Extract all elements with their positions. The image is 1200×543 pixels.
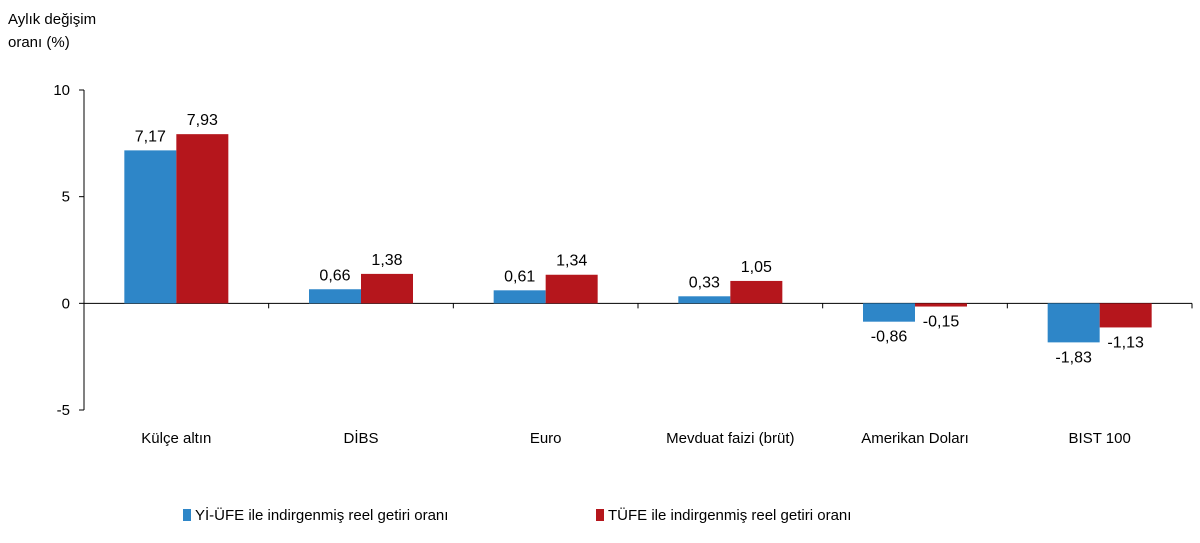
bar-tufe (1099, 303, 1152, 328)
category-label: BIST 100 (1069, 430, 1131, 447)
category-label: Amerikan Doları (861, 430, 969, 447)
data-label: 7,17 (135, 128, 166, 145)
bar-tufe (361, 273, 413, 304)
y-axis-title-text: Aylık değişim oranı (%) (8, 11, 96, 51)
legend-swatch-tufe (596, 509, 604, 521)
legend-label-yiufe: Yİ-ÜFE ile indirgenmiş reel getiri oranı (195, 506, 448, 524)
category-labels: Külçe altın DİBS Euro Mevduat faizi (brüt) A… (141, 429, 1130, 447)
bar-tufe (915, 303, 967, 307)
data-labels: 7,17 7,93 0,66 1,38 0,61 1,34 0,33 1,05 -0,86 -0,… (135, 112, 1144, 366)
y-tick-label: 10 (53, 82, 70, 99)
data-label: -1,83 (1055, 349, 1092, 366)
axes: 10 5 0 -5 (53, 82, 1193, 419)
bar-tufe (730, 280, 783, 304)
bar-yiufe (309, 289, 361, 304)
legend-swatch-yiufe (183, 509, 191, 521)
bar-yiufe (124, 150, 177, 304)
y-tick-label: -5 (57, 402, 70, 419)
data-label: 0,61 (504, 268, 535, 285)
legend-label-tufe: TÜFE ile indirgenmiş reel getiri oranı (608, 506, 851, 524)
category-label: Mevduat faizi (brüt) (666, 430, 794, 447)
bar-tufe (176, 134, 229, 304)
bar-yiufe (863, 303, 915, 322)
data-label: 1,38 (371, 252, 402, 269)
legend: Yİ-ÜFE ile indirgenmiş reel getiri oranı… (183, 506, 851, 524)
data-label: 0,33 (689, 274, 720, 291)
category-label: Külçe altın (141, 430, 211, 447)
bars (124, 134, 1152, 343)
bar-yiufe (1047, 303, 1100, 343)
data-label: 1,34 (556, 253, 587, 270)
y-axis-title: Aylık değişim oranı (%) (8, 11, 96, 51)
y-tick-label: 0 (62, 295, 70, 312)
bar-yiufe (493, 290, 546, 304)
category-label: Euro (530, 430, 562, 447)
category-label: DİBS (343, 429, 378, 447)
bar-yiufe (678, 296, 731, 304)
y-tick-label: 5 (62, 189, 70, 206)
data-label: 0,66 (319, 267, 350, 284)
data-label: 7,93 (187, 112, 218, 129)
bar-tufe (545, 274, 598, 304)
data-label: -0,15 (923, 314, 960, 331)
data-label: 1,05 (741, 259, 772, 276)
data-label: -0,86 (871, 329, 908, 346)
data-label: -1,13 (1107, 334, 1144, 351)
